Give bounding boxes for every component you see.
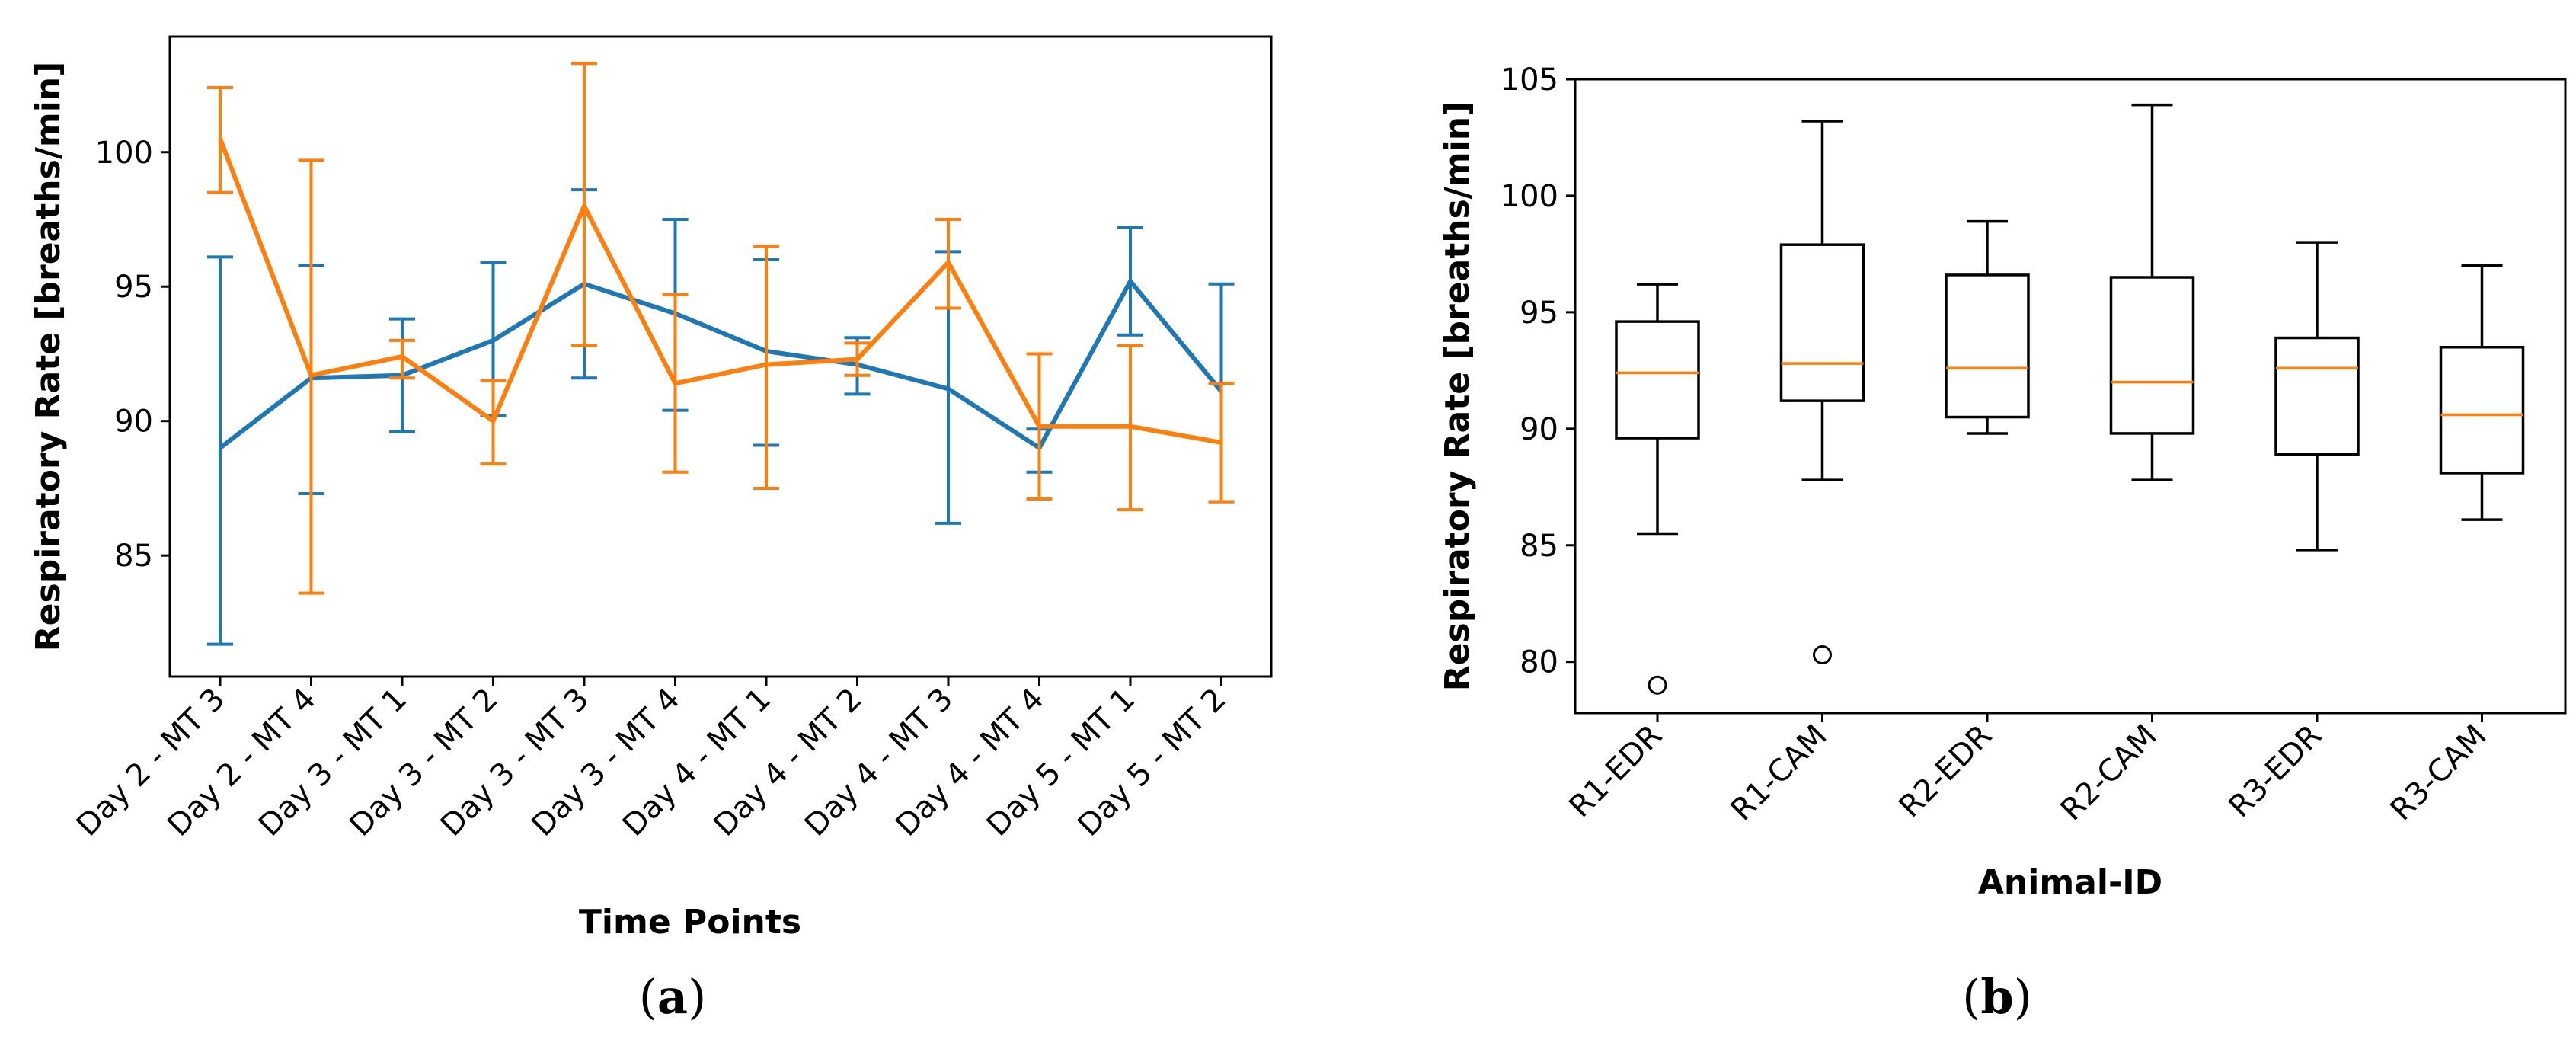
panel-b-y-tick-label: 80 xyxy=(1520,645,1558,680)
panel-b-y-tick-label: 100 xyxy=(1501,179,1558,214)
panel-a-caption-letter: a xyxy=(657,969,688,1025)
panel-b-boxes xyxy=(1615,103,2525,695)
box-r1-cam xyxy=(1779,120,1865,665)
box-iqr xyxy=(1615,320,1700,440)
panel-a-y-tick-label: 90 xyxy=(114,405,153,440)
panel-a-series-orange xyxy=(207,62,1235,595)
box-iqr xyxy=(2274,336,2360,456)
panel-b-y-tick-label: 85 xyxy=(1520,529,1558,564)
panel-b-caption-letter: b xyxy=(1980,969,2013,1025)
outlier-point xyxy=(1648,675,1667,695)
box-iqr xyxy=(1779,243,1865,402)
panel-a-y-axis: 85 90 95 100 xyxy=(95,136,170,574)
series-line xyxy=(219,279,1223,450)
panel-b-y-tick-label: 95 xyxy=(1520,296,1558,331)
box-r3-cam xyxy=(2439,264,2525,521)
panel-a-y-tick-label: 85 xyxy=(114,539,153,574)
box-r3-edr xyxy=(2274,241,2360,552)
panel-b-y-tick-label: 90 xyxy=(1520,412,1558,447)
panel-a-series xyxy=(207,62,1235,646)
box-r2-edr xyxy=(1945,219,2030,435)
panel-b-x-tick-label: R1-EDR xyxy=(1562,718,1669,825)
panel-a-plot-frame xyxy=(168,35,1273,678)
panel-a-y-axis-title: Respiratory Rate [breaths/min] xyxy=(29,62,68,651)
panel-b-x-tick-label: R1-CAM xyxy=(1724,718,1834,828)
panel-a-series-blue xyxy=(207,188,1235,646)
outlier-point xyxy=(1813,645,1832,665)
panel-b-x-tick-label: R2-CAM xyxy=(2054,718,2164,828)
panel-b-caption: (b) xyxy=(1962,969,2032,1025)
series-line xyxy=(218,138,1222,445)
panel-a-caption: (a) xyxy=(639,969,707,1025)
panel-b-x-tick-label: R2-EDR xyxy=(1892,718,1999,825)
panel-b-x-axis: R1-EDR R1-CAM R2-EDR R2-CAM R3-EDR R3-CAM xyxy=(1562,713,2494,828)
panel-b-plot-frame xyxy=(1574,78,2567,715)
panel-b-x-tick-label: R3-CAM xyxy=(2384,718,2494,828)
box-iqr xyxy=(2439,346,2525,475)
box-iqr xyxy=(2109,276,2195,435)
panel-a-y-tick-label: 100 xyxy=(95,136,153,171)
panel-b-x-tick-label: R3-EDR xyxy=(2222,718,2328,825)
panel-b-y-tick-label: 105 xyxy=(1501,62,1558,98)
panel-b-y-axis: 80 85 90 95 100 105 xyxy=(1501,62,1575,680)
box-r2-cam xyxy=(2109,103,2195,481)
box-iqr xyxy=(1945,273,2030,419)
panel-a-x-axis-title: Time Points xyxy=(579,903,801,942)
panel-a-y-tick-label: 95 xyxy=(114,270,153,305)
panel-b-x-axis-title: Animal-ID xyxy=(1978,863,2162,902)
box-r1-edr xyxy=(1615,283,1700,695)
panel-b-y-axis-title: Respiratory Rate [breaths/min] xyxy=(1438,101,1477,691)
